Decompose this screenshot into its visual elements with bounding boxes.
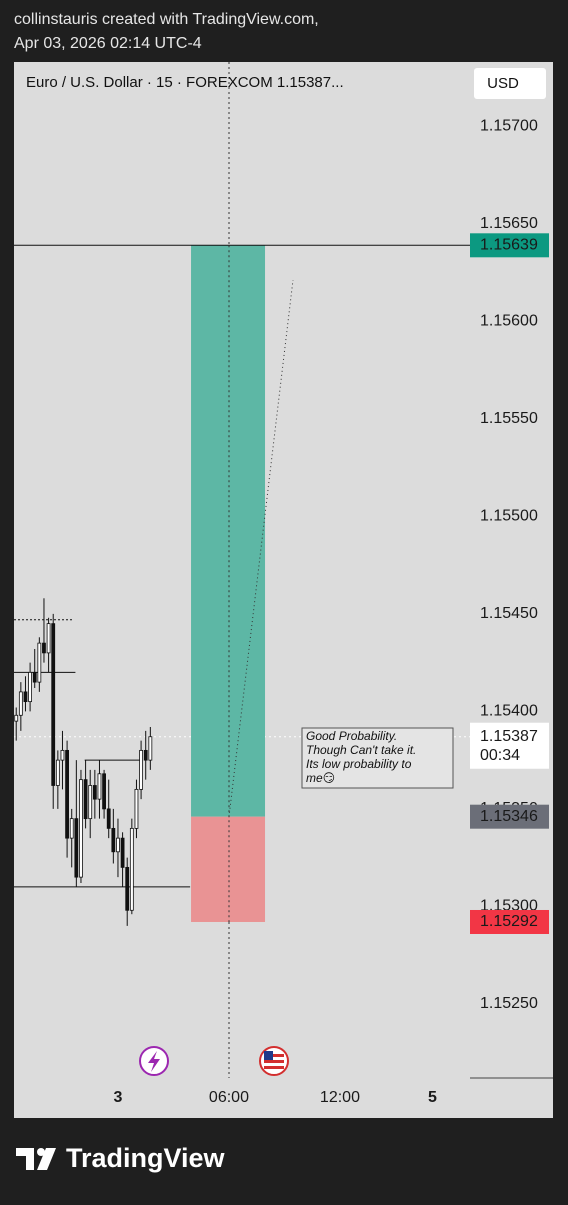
- last-price-label: 1.15387: [480, 728, 538, 745]
- x-tick-label: 12:00: [320, 1089, 360, 1106]
- stop-price-label: 1.15292: [480, 913, 538, 930]
- annotation-line: Good Probability.: [306, 729, 397, 743]
- y-tick-label: 1.15550: [480, 410, 538, 427]
- y-tick-label: 1.15600: [480, 313, 538, 330]
- x-tick-label: 5: [428, 1089, 437, 1106]
- countdown-label: 00:34: [480, 747, 520, 764]
- candle-body: [88, 785, 93, 820]
- candle-body: [111, 827, 116, 853]
- candle-body: [14, 714, 19, 722]
- currency-button[interactable]: [474, 68, 546, 99]
- candle-body: [92, 785, 97, 800]
- last-price-bg: [470, 722, 549, 769]
- entry-price-label: 1.15346: [480, 808, 538, 825]
- target-price-label: 1.15639: [480, 237, 538, 254]
- entry-price-label-bg: [470, 804, 549, 829]
- brand-name: TradingView: [66, 1143, 226, 1173]
- candle-body: [32, 671, 37, 683]
- profit-zone: [191, 245, 266, 817]
- stop-price-label-bg: [470, 909, 549, 934]
- us-flag-icon[interactable]: [259, 1046, 289, 1076]
- candle-body: [42, 642, 46, 654]
- candle-body: [129, 827, 134, 911]
- candle-body: [143, 749, 148, 761]
- annotation-box: Good Probability. Though Can't take it. …: [301, 727, 454, 789]
- candle-body: [55, 759, 60, 786]
- y-tick-label: 1.15650: [480, 215, 538, 232]
- candle-body: [23, 691, 28, 703]
- loss-zone: [191, 816, 266, 922]
- chart-panel: [14, 62, 553, 1118]
- target-price-label-bg: [470, 233, 549, 258]
- annotation-line: me😏: [306, 771, 335, 785]
- candle-body: [65, 749, 69, 839]
- currency-label[interactable]: USD: [487, 75, 519, 92]
- candle-body: [97, 773, 102, 800]
- candle-body: [120, 837, 125, 868]
- candle-body: [18, 691, 23, 716]
- annotation-line: Its low probability to: [306, 757, 412, 771]
- candle-body: [148, 736, 153, 761]
- candle-body: [79, 779, 83, 878]
- candle-body: [37, 642, 42, 683]
- y-tick-label: 1.15500: [480, 508, 538, 525]
- header-line: collinstauris created with TradingView.c…: [14, 11, 319, 28]
- brand-logo: TradingView: [16, 1143, 226, 1173]
- event-icon[interactable]: [139, 1046, 169, 1076]
- annotation-frame: [301, 727, 454, 789]
- candle-body: [106, 808, 111, 829]
- chart-title: Euro / U.S. Dollar · 15 · FOREXCOM 1.153…: [26, 74, 344, 91]
- x-tick-label: 3: [114, 1089, 123, 1106]
- y-tick-label: 1.15400: [480, 703, 538, 720]
- x-tick-label: 06:00: [209, 1089, 249, 1106]
- header-line: Apr 03, 2026 02:14 UTC-4: [14, 35, 202, 52]
- candle-body: [102, 773, 106, 810]
- candle-body: [125, 866, 130, 911]
- candle-body: [69, 818, 74, 839]
- y-tick-label: 1.15450: [480, 605, 538, 622]
- y-tick-label: 1.15700: [480, 118, 538, 135]
- candle-body: [51, 623, 56, 786]
- candle-body: [28, 671, 32, 703]
- candle-body: [46, 623, 51, 654]
- y-tick-label: 1.15250: [480, 995, 538, 1012]
- candle-body: [134, 788, 139, 829]
- candle-body: [116, 837, 120, 853]
- annotation-line: Though Can't take it.: [306, 743, 416, 757]
- candle-body: [60, 749, 65, 761]
- plot: 1.15700 1.15650 1.15600 1.15550 1.15500 1.154…: [14, 62, 553, 1106]
- candle-body: [139, 749, 143, 790]
- candle-body: [74, 818, 79, 878]
- candle-body: [83, 779, 88, 820]
